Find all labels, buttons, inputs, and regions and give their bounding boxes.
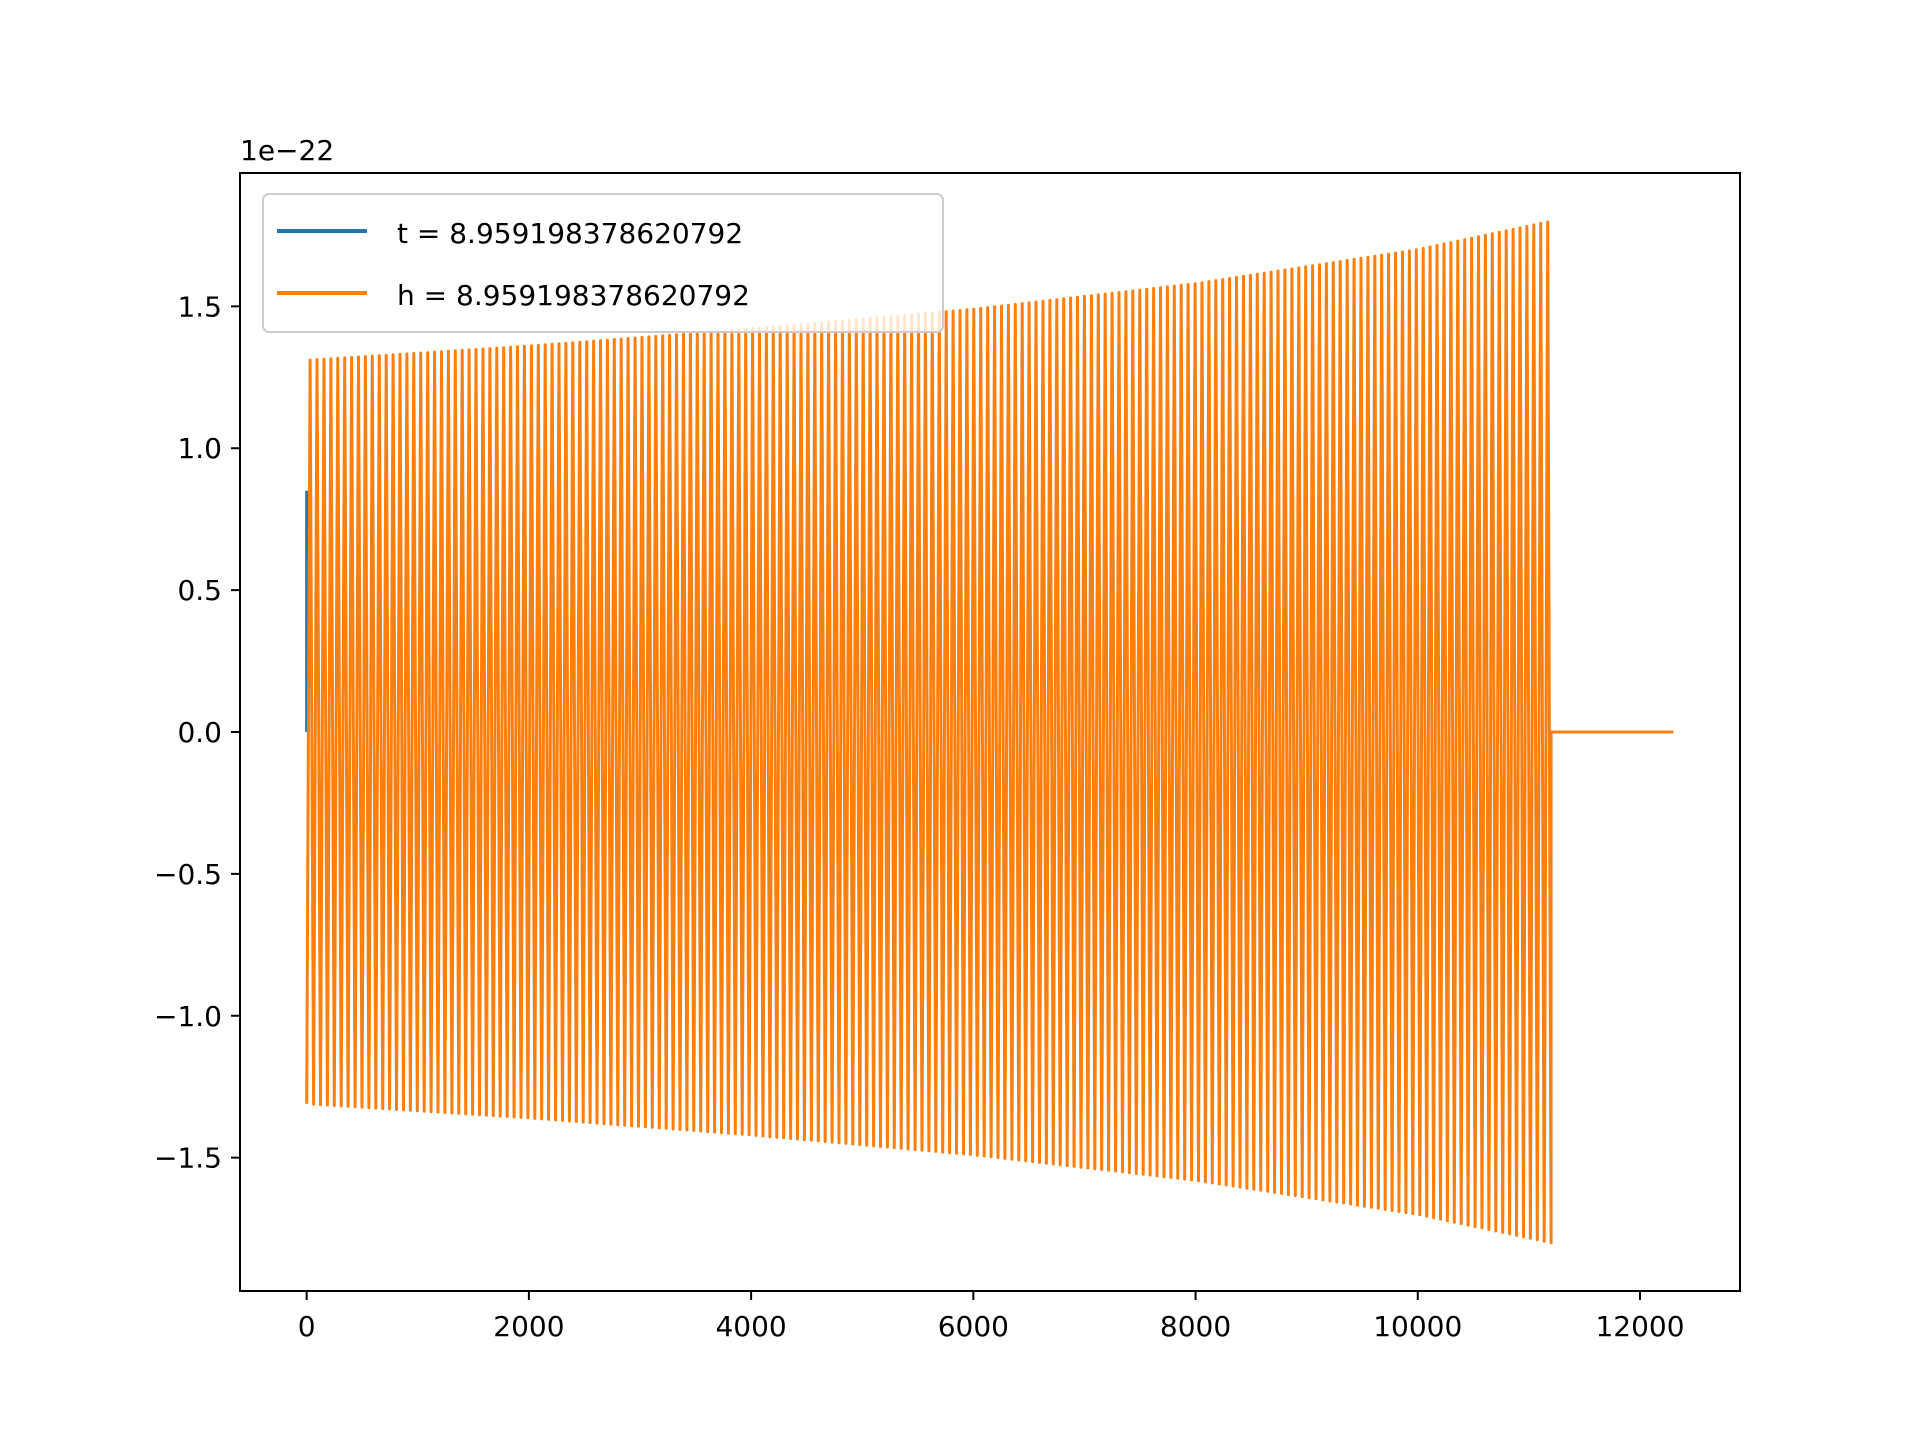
y-tick-label: −1.0 [154,1000,222,1033]
y-axis: −1.5 −1.0 −0.5 0.0 0.5 1.0 1.5 [154,290,240,1175]
y-tick-label: −0.5 [154,858,222,891]
y-axis-scale-offset: 1e−22 [240,134,334,167]
y-tick-label: 0.5 [177,574,222,607]
legend: t = 8.959198378620792 h = 8.959198378620… [262,193,944,333]
legend-box [262,193,944,333]
x-tick-label: 6000 [938,1310,1009,1343]
x-tick-label: 2000 [493,1310,564,1343]
x-tick-label: 8000 [1160,1310,1231,1343]
plot-area [239,172,1741,1292]
x-tick-label: 4000 [715,1310,786,1343]
y-tick-label: 1.0 [177,432,222,465]
y-tick-label: 0.0 [177,716,222,749]
y-tick-label: 1.5 [177,290,222,323]
x-tick-label: 12000 [1595,1310,1684,1343]
x-tick-label: 0 [298,1310,316,1343]
legend-label-h: h = 8.959198378620792 [397,279,750,312]
x-axis: 0 2000 4000 6000 8000 10000 12000 [298,1291,1685,1343]
y-tick-label: −1.5 [154,1142,222,1175]
legend-label-t: t = 8.959198378620792 [397,217,743,250]
x-tick-label: 10000 [1373,1310,1462,1343]
